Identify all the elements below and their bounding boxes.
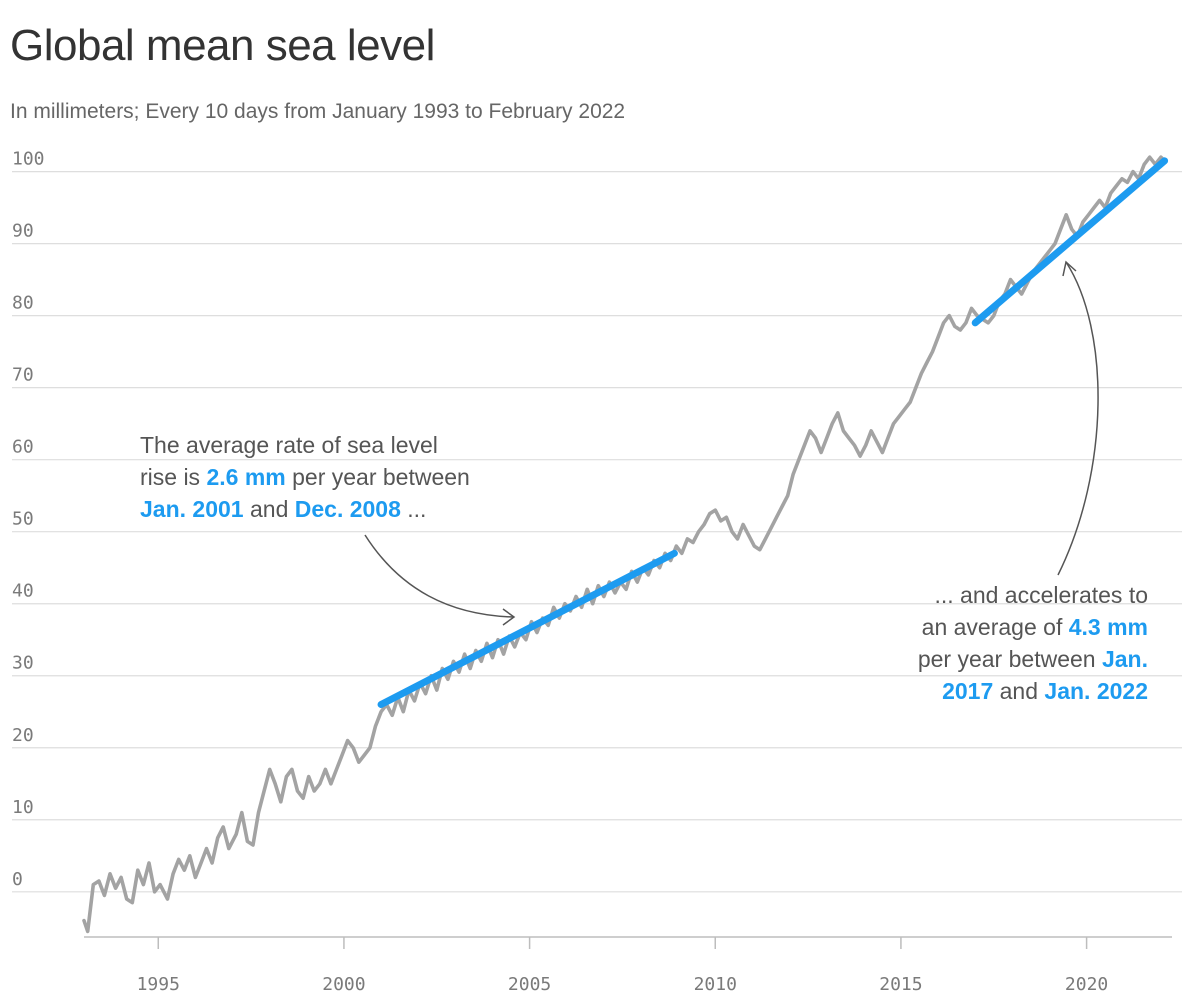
annotation-left-arrowhead: [502, 608, 516, 626]
highlight-rate-2001: 2.6 mm: [206, 464, 285, 490]
y-tick-label-30: 30: [12, 653, 34, 674]
highlight-rate-2017: 4.3 mm: [1069, 614, 1148, 640]
y-tick-label-50: 50: [12, 509, 34, 530]
svg-text:Jan. 2001 and Dec. 2008 ...: Jan. 2001 and Dec. 2008 ...: [140, 496, 426, 522]
annotation-left-arrow: [364, 534, 514, 618]
y-tick-label-100: 100: [12, 149, 45, 170]
sea-level-line-0: [82, 155, 1167, 934]
y-tick-label-0: 0: [12, 869, 23, 890]
highlight-2017: 2017: [942, 678, 993, 704]
y-tick-label-70: 70: [12, 365, 34, 386]
trend-line-2: [971, 157, 1169, 327]
highlight-dec-2008: Dec. 2008: [295, 496, 401, 522]
highlight-jan-2022: Jan. 2022: [1044, 678, 1148, 704]
x-tick-label-1995: 1995: [137, 974, 180, 995]
y-tick-label-10: 10: [12, 797, 34, 818]
annotation-right: ... and accelerates to an average of 4.3…: [918, 260, 1148, 704]
trend-layer: [377, 157, 1169, 709]
y-tick-label-20: 20: [12, 725, 34, 746]
chart-subtitle: In millimeters; Every 10 days from Janua…: [10, 100, 625, 123]
annotation-left: The average rate of sea level rise is 2.…: [140, 432, 516, 626]
svg-text:2017 and Jan. 2022: 2017 and Jan. 2022: [942, 678, 1148, 704]
gridlines: [12, 171, 1182, 893]
highlight-jan: Jan.: [1102, 646, 1148, 672]
x-tick-label-2015: 2015: [879, 974, 922, 995]
y-axis-ticks: 0 10 20 30 40 50 60 70 80 90 100: [12, 149, 45, 890]
svg-text:The average rate of sea level: The average rate of sea level: [140, 432, 438, 458]
y-tick-label-40: 40: [12, 581, 34, 602]
x-tick-label-2000: 2000: [322, 974, 365, 995]
x-tick-label-2005: 2005: [508, 974, 551, 995]
chart-title: Global mean sea level: [10, 21, 435, 70]
y-tick-label-60: 60: [12, 437, 34, 458]
x-tick-label-2020: 2020: [1065, 974, 1108, 995]
annotation-right-arrow: [1057, 261, 1099, 576]
svg-text:... and accelerates to: ... and accelerates to: [934, 582, 1148, 608]
svg-text:per year between Jan.: per year between Jan.: [918, 646, 1148, 672]
x-tick-label-2010: 2010: [694, 974, 737, 995]
annotation-right-arrowhead: [1062, 260, 1077, 277]
svg-text:rise is 2.6 mm per year betwee: rise is 2.6 mm per year between: [140, 464, 470, 490]
y-tick-label-80: 80: [12, 293, 34, 314]
series-layer: [82, 155, 1167, 934]
svg-text:an average of 4.3 mm: an average of 4.3 mm: [922, 614, 1148, 640]
trend-line-1: [377, 549, 678, 709]
x-axis: 1995 2000 2005 2010 2015 2020: [84, 936, 1172, 995]
highlight-jan-2001: Jan. 2001: [140, 496, 244, 522]
y-tick-label-90: 90: [12, 221, 34, 242]
